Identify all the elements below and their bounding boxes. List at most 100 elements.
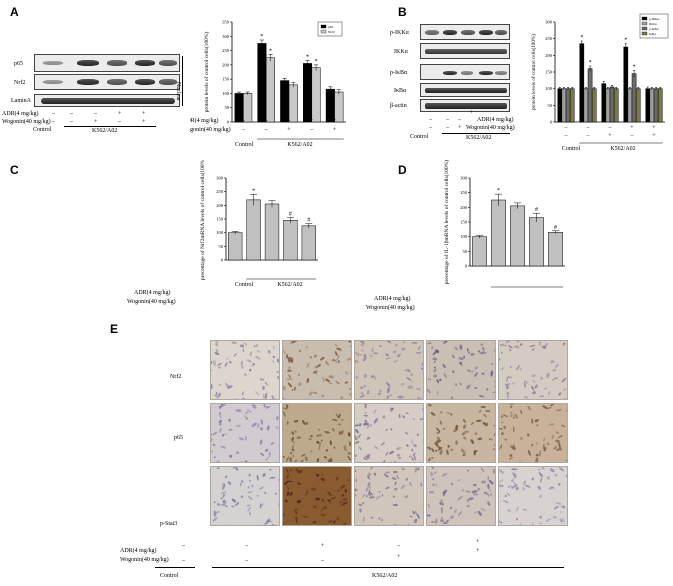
y-tick-label: 200 — [545, 53, 553, 58]
bar — [257, 43, 267, 123]
a-adr-sign: – — [94, 111, 97, 117]
y-tick-label: 100 — [545, 86, 553, 91]
y-tick-label: 50 — [219, 244, 224, 249]
e-control-line — [155, 567, 195, 568]
significance-mark: # — [307, 218, 310, 224]
ihc-grid — [210, 340, 568, 526]
blot-b-label-p-ikba: p-IκBα — [390, 70, 408, 76]
y-tick-label: 200 — [222, 62, 230, 67]
legend-swatch — [641, 16, 648, 21]
y-axis-label: protein levels of control cells(100%) — [203, 32, 210, 113]
nuclear-bracket — [182, 56, 183, 106]
a-wogonin-label: Wogonin(40 mg/kg) — [2, 119, 51, 125]
legend-entry: IκBα — [649, 32, 656, 36]
bar — [627, 88, 633, 123]
blot-b-label-ikba: IκBα — [394, 88, 407, 94]
ihc-tile — [426, 403, 496, 463]
e-group-line — [212, 567, 564, 568]
y-tick-label: 200 — [460, 205, 468, 210]
ihc-tile — [498, 340, 568, 400]
ihc-tile — [498, 466, 568, 526]
y-axis-label: protein levels of control cells(100%) — [530, 34, 537, 110]
wogonin-sign: – — [630, 133, 635, 139]
wogonin-label: Wogonin(40 mg/kg) — [190, 126, 231, 133]
bar — [311, 67, 321, 123]
legend-entry: p-IκBα — [649, 27, 659, 31]
ihc-texture — [283, 468, 350, 525]
y-tick-label: 300 — [216, 176, 224, 181]
significance-mark: # — [535, 207, 538, 213]
b-wog-sign: – — [446, 125, 449, 131]
panel-label-c: C — [10, 163, 19, 177]
panel-label-a: A — [10, 5, 19, 19]
bar — [635, 88, 641, 123]
bar — [491, 199, 506, 267]
bar — [601, 83, 607, 123]
bar — [631, 73, 637, 123]
y-tick-label: 250 — [222, 48, 230, 53]
y-tick-label: 50 — [463, 249, 468, 254]
wogonin-sign: – — [241, 127, 246, 133]
a-adr-sign: + — [142, 111, 146, 117]
bar — [472, 236, 487, 267]
bar — [246, 199, 261, 261]
e-wogonin-sign: – — [321, 558, 324, 564]
blot-b-p-ikba — [420, 64, 510, 80]
significance-mark: # — [289, 212, 292, 218]
y-axis-label: precentage of Nrf2mRNA levels of control… — [199, 160, 206, 280]
blot-a-lamina — [34, 94, 180, 107]
b-group-label: K562/A02 — [466, 135, 492, 141]
adr-sign: – — [586, 125, 591, 131]
d-adr-label: ADR(4 mg/kg) — [374, 296, 411, 302]
y-tick-label: 0 — [221, 258, 224, 263]
ihc-texture — [499, 404, 567, 462]
ihc-texture — [283, 404, 351, 462]
ihc-tile — [354, 466, 424, 526]
adr-sign: + — [333, 118, 337, 124]
panel-label-e: E — [110, 322, 119, 336]
ihc-texture — [355, 404, 423, 462]
bar — [510, 205, 525, 267]
y-tick-label: 250 — [545, 36, 553, 41]
y-tick-label: 150 — [460, 220, 468, 225]
b-ctrl-sign: – — [429, 125, 432, 131]
ihc-tile — [210, 403, 280, 463]
y-tick-label: 350 — [222, 20, 230, 25]
adr-label: ADR(4 mg/kg) — [190, 117, 219, 124]
wogonin-sign: – — [309, 127, 314, 133]
blot-b-label-p-ikka: p-IKKα — [390, 30, 409, 36]
c-wogonin-label: Wogonin(40 mg/kg) — [127, 299, 176, 305]
b-group-line — [442, 133, 510, 134]
ihc-texture — [283, 341, 351, 399]
bar — [623, 46, 629, 123]
nuclear-label: Nuclear — [175, 82, 181, 101]
ihc-tile — [282, 466, 352, 526]
ihc-tile — [210, 466, 280, 526]
group-label: K562/A02 — [287, 142, 312, 148]
a-wog-sign: + — [142, 119, 146, 125]
blot-b-actin — [420, 99, 510, 112]
y-tick-label: 100 — [216, 230, 224, 235]
adr-sign: + — [310, 118, 314, 124]
legend-entry: p-IKKα — [649, 17, 660, 21]
bar — [280, 80, 290, 123]
adr-sign: – — [564, 125, 569, 131]
b-adr-sign: – — [446, 117, 449, 123]
significance-mark: # — [554, 225, 557, 231]
significance-mark: * — [269, 48, 272, 54]
legend-swatch — [320, 24, 327, 29]
control-label: Control — [235, 142, 254, 148]
a-group-line — [64, 126, 156, 127]
b-adr-label: ADR(4 mg/kg) — [477, 117, 514, 123]
group-label: K562/A02 — [610, 146, 635, 152]
y-tick-label: 50 — [548, 103, 553, 108]
b-wog-sign: + — [458, 125, 462, 131]
wogonin-sign: – — [264, 127, 269, 133]
e-wogonin-sign: + — [476, 548, 480, 554]
y-tick-label: 0 — [465, 264, 468, 269]
chart-b: 0 50 100 150 200 250 300 protein levels of cont… — [530, 13, 669, 152]
bar — [583, 88, 589, 123]
panel-label-b: B — [398, 5, 407, 19]
y-tick-label: 250 — [216, 189, 224, 194]
y-tick-label: 300 — [545, 20, 553, 25]
